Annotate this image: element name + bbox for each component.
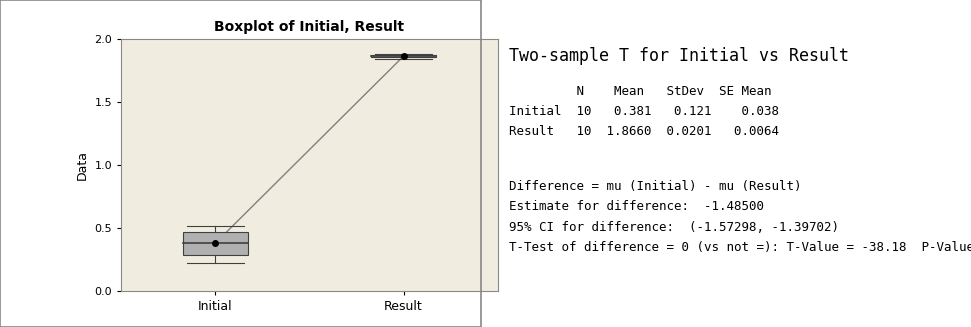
- FancyBboxPatch shape: [371, 55, 437, 58]
- Y-axis label: Data: Data: [76, 150, 89, 180]
- Text: 95% CI for difference:  (-1.57298, -1.39702): 95% CI for difference: (-1.57298, -1.397…: [509, 220, 839, 233]
- Text: T-Test of difference = 0 (vs not =): T-Value = -38.18  P-Value = 0.000  DF = 9: T-Test of difference = 0 (vs not =): T-V…: [509, 241, 971, 254]
- Text: Initial  10   0.381   0.121    0.038: Initial 10 0.381 0.121 0.038: [509, 105, 779, 118]
- Text: N    Mean   StDev  SE Mean: N Mean StDev SE Mean: [509, 85, 771, 97]
- Text: Difference = mu (Initial) - mu (Result): Difference = mu (Initial) - mu (Result): [509, 180, 801, 193]
- Text: Two-sample T for Initial vs Result: Two-sample T for Initial vs Result: [509, 47, 849, 65]
- FancyBboxPatch shape: [183, 232, 249, 254]
- Text: Result   10  1.8660  0.0201   0.0064: Result 10 1.8660 0.0201 0.0064: [509, 125, 779, 138]
- Text: Estimate for difference:  -1.48500: Estimate for difference: -1.48500: [509, 200, 764, 214]
- Title: Boxplot of Initial, Result: Boxplot of Initial, Result: [215, 20, 405, 34]
